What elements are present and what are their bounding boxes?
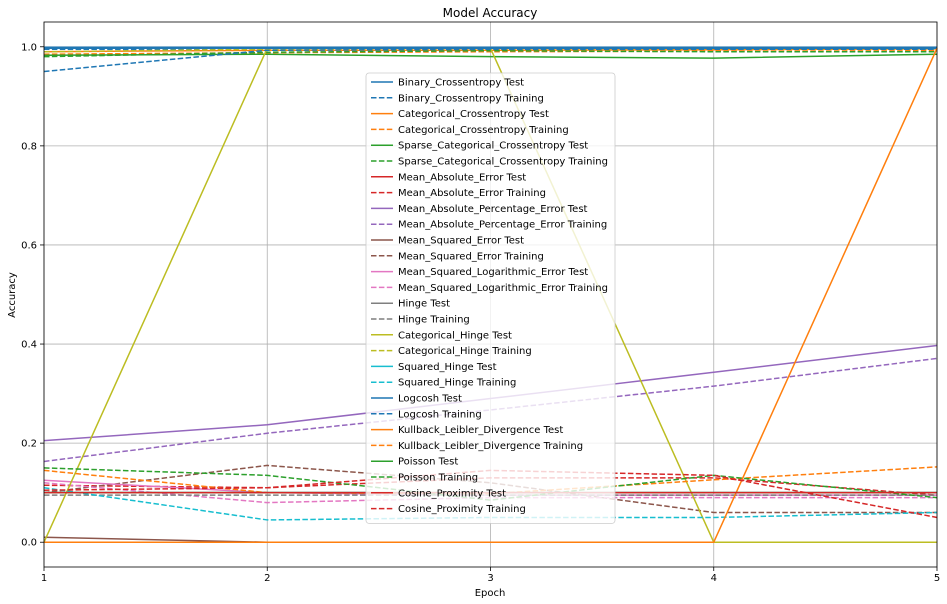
x-axis-label: Epoch [475, 588, 506, 599]
legend: Binary_Crossentropy Test Binary_Crossentr… [365, 72, 616, 524]
series-line-sparse-categorical-crossentropy-test [43, 53, 938, 59]
legend-box [365, 72, 616, 524]
series-line-squared-hinge-training [43, 486, 938, 521]
legend-entry: Poisson Test [398, 457, 458, 468]
y-tick-label: 0.4 [21, 340, 37, 351]
series-line-sparse-categorical-crossentropy-training [43, 49, 937, 58]
y-tick-label: 0.8 [21, 141, 37, 152]
series-lines [43, 46, 938, 543]
legend-entry: Sparse_Categorical_Crossentropy Training [398, 157, 608, 168]
legend-entry: Sparse_Categorical_Crossentropy Test [398, 141, 588, 152]
legend-entry: Mean_Squared_Logarithmic_Error Test [398, 267, 588, 278]
series-line-poisson-training [43, 467, 938, 501]
legend-entry: Categorical_Hinge Test [398, 330, 512, 341]
series-line-logcosh-training [43, 48, 937, 73]
x-tick-label: 3 [487, 573, 493, 584]
legend-entry: Categorical_Crossentropy Training [398, 125, 569, 136]
legend-entry: Hinge Training [398, 315, 470, 326]
x-tick-label: 1 [41, 573, 47, 584]
series-line-kullback-leibler-divergence-test [44, 47, 938, 543]
legend-entry: Categorical_Hinge Training [398, 346, 532, 357]
x-tick-label: 4 [711, 573, 717, 584]
legend-entry: Mean_Squared_Logarithmic_Error Training [398, 283, 608, 294]
legend-entry: Cosine_Proximity Training [398, 504, 526, 515]
legend-entry: Cosine_Proximity Test [398, 488, 506, 499]
legend-entry: Mean_Absolute_Error Test [398, 172, 526, 183]
legend-entry: Binary_Crossentropy Test [398, 78, 524, 89]
legend-entry: Poisson Training [398, 473, 478, 484]
x-tick-label: 5 [934, 573, 940, 584]
y-tick-label: 0.6 [21, 240, 37, 251]
ticks: 1 2 3 4 5 0.0 0.2 0.4 0.6 0.8 1.0 [21, 42, 940, 584]
y-axis-label: Accuracy [7, 272, 18, 318]
y-tick-label: 0.0 [21, 538, 37, 549]
legend-entry: Mean_Absolute_Percentage_Error Test [398, 204, 588, 215]
legend-entry: Mean_Squared_Error Training [398, 251, 544, 262]
legend-entry: Mean_Absolute_Error Training [398, 188, 546, 199]
legend-entry: Hinge Test [398, 299, 450, 310]
legend-entry: Squared_Hinge Test [398, 362, 497, 373]
legend-entry: Kullback_Leibler_Divergence Training [398, 441, 583, 452]
x-tick-label: 2 [264, 573, 270, 584]
legend-entry: Mean_Absolute_Percentage_Error Training [398, 220, 607, 231]
legend-entry: Kullback_Leibler_Divergence Test [398, 425, 563, 436]
y-tick-label: 1.0 [21, 42, 37, 53]
chart-title: Model Accuracy [443, 6, 538, 20]
legend-entry: Mean_Squared_Error Test [398, 236, 524, 247]
legend-entry: Binary_Crossentropy Training [398, 93, 544, 104]
legend-entry: Logcosh Test [398, 394, 462, 405]
y-tick-label: 0.2 [21, 439, 37, 450]
legend-entry: Logcosh Training [398, 409, 482, 420]
legend-entry: Squared_Hinge Training [398, 378, 516, 389]
legend-entry: Categorical_Crossentropy Test [398, 109, 549, 120]
